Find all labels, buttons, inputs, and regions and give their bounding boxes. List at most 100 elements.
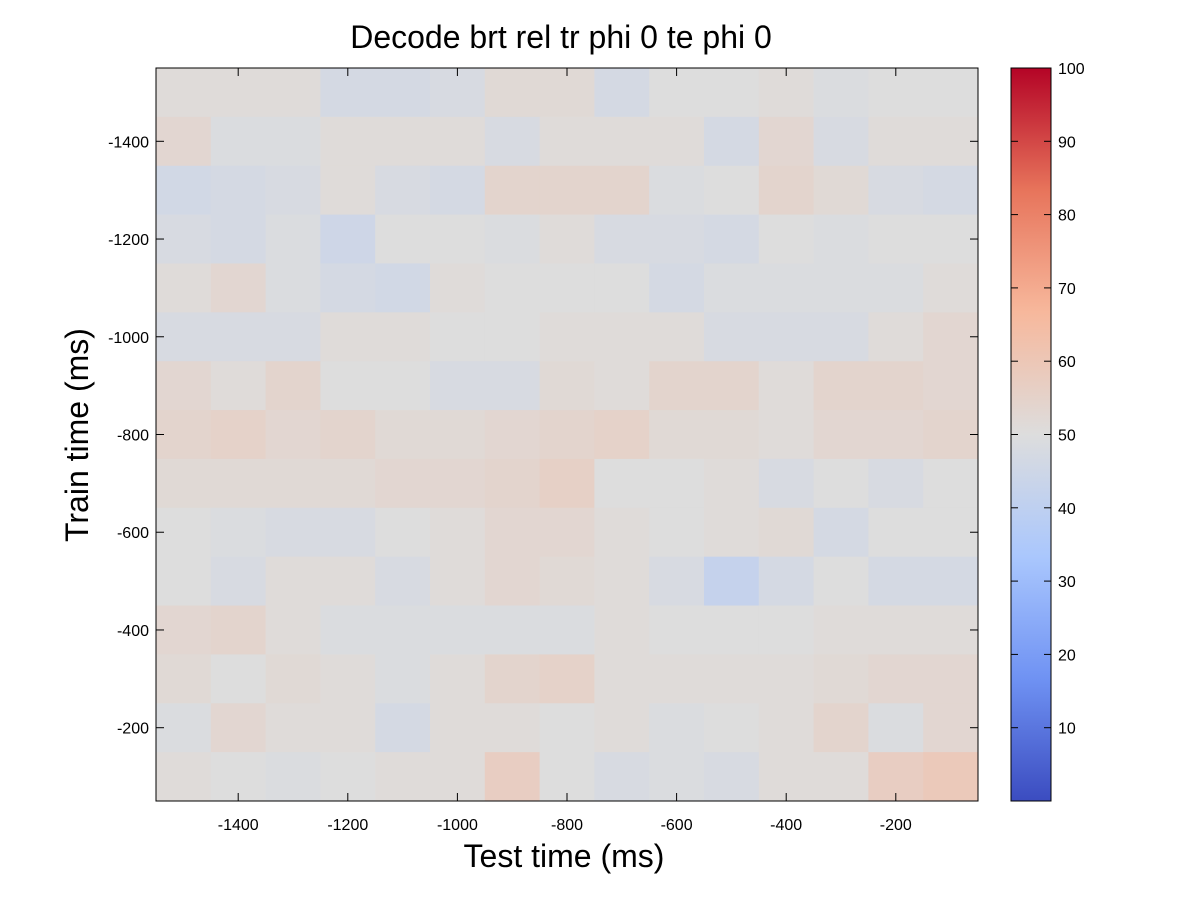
heatmap-cell [813,654,869,704]
heatmap-cell [430,654,486,704]
heatmap-cell [265,165,321,216]
heatmap-cell [539,361,595,411]
x-tick-label: -1200 [327,817,368,834]
y-tick-label: -1200 [108,232,149,249]
heatmap-cell [320,116,376,167]
heatmap-cell [649,556,705,607]
heatmap-cell [430,312,486,362]
heatmap-cell [156,68,212,118]
heatmap-cell [430,605,486,655]
heatmap-cell [704,361,760,411]
heatmap-cell [430,68,486,118]
heatmap-cell [868,312,924,362]
heatmap-cell [594,214,650,264]
heatmap-cell [868,68,924,118]
y-tick-label: -200 [117,721,149,738]
heatmap-cell [594,68,650,118]
heatmap-cell [375,703,431,753]
heatmap-cell [923,654,979,704]
heatmap-cell [210,361,267,411]
heatmap-cell [813,214,869,264]
heatmap-cell [265,703,321,753]
heatmap-cell [156,605,212,655]
heatmap-cell [649,165,705,216]
heatmap-cell [430,507,486,558]
heatmap-cell [813,68,869,118]
heatmap-cell [758,263,815,313]
heatmap-cell [594,263,650,313]
heatmap-cell [539,507,595,558]
heatmap-cell [923,165,979,216]
heatmap-cell [265,556,321,607]
heatmap-cell [923,605,979,655]
heatmap-cell [813,752,869,802]
heatmap-cell [430,410,486,460]
heatmap-cell [210,214,267,264]
heatmap-cell [539,556,595,607]
heatmap-cell [758,165,815,216]
heatmap-cell [594,752,650,802]
heatmap-cell [210,458,267,509]
heatmap-cell [704,263,760,313]
heatmap-cell [594,654,650,704]
heatmap-cell [539,312,595,362]
heatmap-cell [758,458,815,509]
heatmap-cell [484,654,541,704]
heatmap-cell [375,165,431,216]
heatmap-cell [594,165,650,216]
heatmap-cell [210,165,267,216]
y-tick-label: -1000 [108,330,149,347]
heatmap-cell [320,68,376,118]
heatmap-cell [484,752,541,802]
x-tick-label: -1400 [218,817,259,834]
heatmap-cell [758,654,815,704]
heatmap-cell [539,458,595,509]
heatmap-cell [868,605,924,655]
heatmap-cell [265,361,321,411]
heatmap-cell [265,654,321,704]
heatmap-cell [265,410,321,460]
heatmap-cell [923,410,979,460]
heatmap-cell [320,165,376,216]
heatmap-cell [649,312,705,362]
heatmap-cell [868,458,924,509]
heatmap-cell [375,458,431,509]
heatmap-cell [265,605,321,655]
x-tick-label: -200 [880,817,912,834]
colorbar-tick-label: 90 [1058,134,1076,151]
heatmap-cell [813,703,869,753]
heatmap-cell [320,458,376,509]
heatmap-cell [539,410,595,460]
heatmap-cell [484,165,541,216]
heatmap-cell [704,605,760,655]
colorbar-tick-label: 50 [1058,428,1076,445]
heatmap-cell [923,214,979,264]
heatmap-cell [156,410,212,460]
heatmap-cell [320,654,376,704]
heatmap-cell [923,263,979,313]
heatmap-cell [430,214,486,264]
heatmap-cell [156,458,212,509]
heatmap-cell [868,703,924,753]
heatmap-cell [156,752,212,802]
heatmap-cell [210,263,267,313]
heatmap-cell [649,263,705,313]
heatmap-cell [868,361,924,411]
heatmap-cell [430,703,486,753]
heatmap-cell [758,703,815,753]
heatmap-cell [868,263,924,313]
heatmap-cell [594,605,650,655]
heatmap-cell [265,116,321,167]
heatmap-cell [923,68,979,118]
heatmap-cell [704,165,760,216]
heatmap-cell [375,605,431,655]
heatmap-cell [923,703,979,753]
colorbar-tick-label: 10 [1058,721,1076,738]
heatmap-cell [375,214,431,264]
heatmap-cell [210,703,267,753]
heatmap-cell [868,165,924,216]
heatmap-cell [210,116,267,167]
heatmap-cell [923,116,979,167]
heatmap-cell [320,507,376,558]
colorbar-tick-label: 40 [1058,501,1076,518]
